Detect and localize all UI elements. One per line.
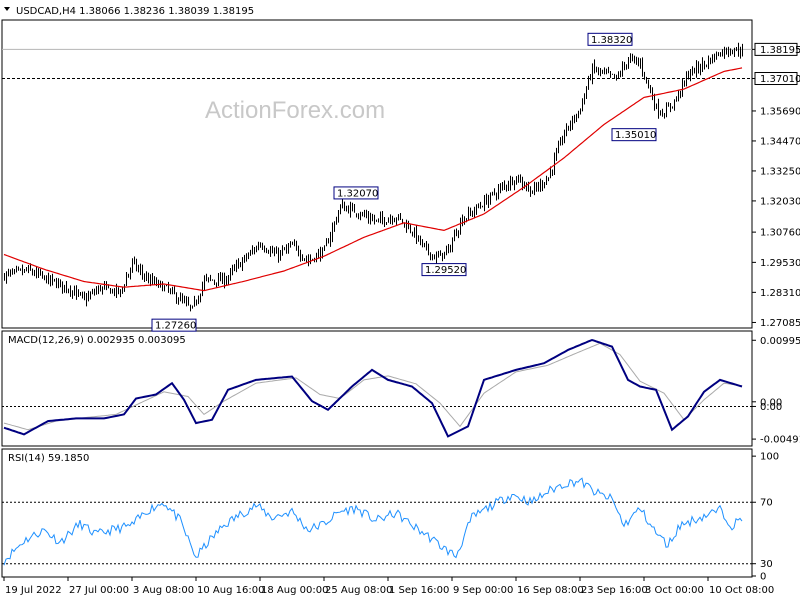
dashed-level-label: 1.37010 [760,74,800,85]
annotation-box [587,32,633,46]
current-price-box [754,42,798,56]
price-tick-label: 1.34470 [760,136,800,147]
macd-title: MACD(12,26,9) 0.002935 0.003095 [8,335,186,346]
rsi-tick-label: 0 [760,572,766,583]
annotation-box [421,263,467,277]
price-tick-label: 1.29530 [760,258,800,269]
rsi-line [3,477,743,566]
x-tick-label: 18 Aug 00:00 [261,585,328,596]
dashed-level-box [754,72,798,86]
rsi-tick-label: 70 [760,498,773,509]
x-tick-label: 10 Oct 08:00 [709,585,774,596]
rsi-panel [1,448,753,578]
price-title: USDCAD,H4 1.38066 1.38236 1.38039 1.3819… [16,6,254,17]
current-price-label: 1.38195 [760,45,800,56]
price-panel [1,19,753,329]
macd-tick-label: -0.004912 [760,435,800,446]
x-tick-label: 23 Sep 16:00 [581,585,648,596]
x-tick-label: 19 Jul 2022 [5,585,62,596]
annotation-label: 1.27260 [155,321,196,332]
macd-panel [1,330,753,447]
menu-triangle-icon[interactable] [4,7,10,11]
macd-tick-label: 0.00 [760,402,782,413]
annotation-label: 1.38320 [591,35,632,46]
x-tick-label: 10 Aug 16:00 [197,585,264,596]
x-tick-label: 25 Aug 08:00 [325,585,392,596]
macd-line [3,338,743,438]
price-tick-label: 1.27085 [760,318,800,329]
annotation-label: 1.29520 [425,265,466,276]
price-tick-label: 1.33250 [760,166,800,177]
x-tick-label: 1 Sep 16:00 [389,585,449,596]
x-tick-label: 3 Oct 00:00 [645,585,704,596]
annotation-box [611,128,657,142]
price-tick-label: 1.35690 [760,106,800,117]
annotation-box [333,186,379,200]
rsi-tick-label: 100 [760,452,779,463]
macd-tick-label: 0.00 [760,397,782,408]
x-tick-label: 9 Sep 00:00 [453,585,513,596]
rsi-title: RSI(14) 59.1850 [8,453,89,464]
x-tick-label: 27 Jul 00:00 [69,585,129,596]
price-tick-label: 1.32030 [760,196,800,207]
price-tick-label: 1.28310 [760,288,800,299]
x-tick-label: 3 Aug 08:00 [133,585,194,596]
moving-average-line [3,67,743,292]
rsi-tick-label: 30 [760,559,773,570]
x-tick-label: 16 Sep 08:00 [517,585,584,596]
annotation-label: 1.32070 [337,188,378,199]
macd-tick-label: 0.009956 [760,336,800,347]
price-tick-label: 1.30760 [760,228,800,239]
annotation-label: 1.35010 [615,130,656,141]
watermark: ActionForex.com [205,97,385,124]
annotation-box [151,318,197,332]
